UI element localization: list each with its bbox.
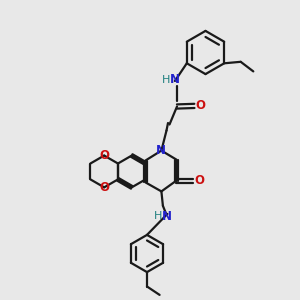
Text: N: N: [170, 73, 180, 86]
Text: H: H: [162, 75, 171, 85]
Text: O: O: [195, 99, 206, 112]
Text: N: N: [156, 144, 166, 157]
Text: O: O: [99, 181, 109, 194]
Text: N: N: [162, 210, 172, 223]
Text: O: O: [194, 174, 204, 187]
Text: H: H: [154, 211, 162, 221]
Text: O: O: [99, 149, 109, 162]
